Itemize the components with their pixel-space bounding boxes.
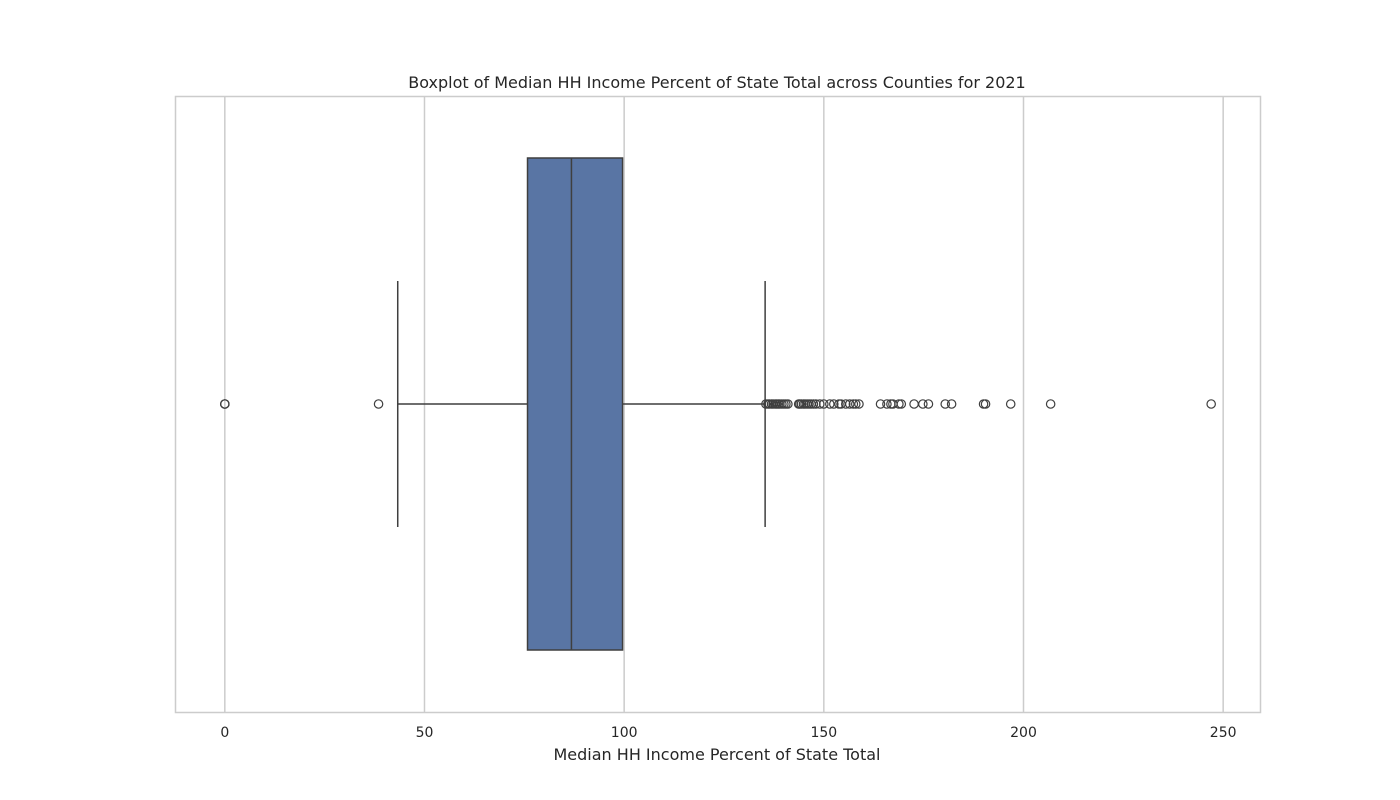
outlier-point [825, 399, 835, 409]
outlier-point [896, 399, 907, 409]
outlier-point [373, 399, 384, 409]
outlier-point [909, 399, 919, 409]
outlier-point [882, 399, 892, 409]
outlier-point [848, 399, 859, 409]
outliers [220, 399, 1216, 409]
x-tick-label: 100 [611, 725, 638, 741]
x-tick-label: 50 [416, 725, 434, 741]
outlier-point [850, 399, 861, 409]
outlier-point [946, 399, 957, 409]
box-iqr [526, 157, 624, 651]
outlier-point [815, 399, 825, 409]
outlier-point [783, 399, 793, 409]
outlier-point [854, 399, 864, 409]
x-axis-label: Median HH Income Percent of State Total [554, 745, 881, 764]
outlier-point [1045, 399, 1056, 409]
x-tick-label: 0 [220, 725, 229, 741]
outlier-point [980, 399, 991, 409]
outlier-point [808, 399, 819, 409]
x-tick-labels: 0 50 100 150 200 250 [220, 725, 1236, 741]
outlier-point [894, 399, 904, 409]
outlier-point [819, 399, 829, 409]
outlier-point [978, 399, 989, 409]
axes-frame [174, 95, 1262, 714]
outlier-point [923, 399, 934, 409]
outlier-point [220, 399, 230, 409]
chart-title: Boxplot of Median HH Income Percent of S… [408, 73, 1025, 92]
outlier-point [829, 399, 839, 409]
outlier-point [918, 399, 928, 409]
outlier-point [875, 399, 886, 409]
outlier-point [940, 399, 951, 409]
outlier-point [840, 399, 851, 409]
x-tick-label: 200 [1010, 725, 1037, 741]
outlier-point [1005, 399, 1016, 409]
box-group [396, 157, 766, 651]
outlier-point [844, 399, 855, 409]
outlier-point [1206, 399, 1216, 409]
x-tick-label: 250 [1210, 725, 1237, 741]
x-tick-label: 150 [810, 725, 837, 741]
